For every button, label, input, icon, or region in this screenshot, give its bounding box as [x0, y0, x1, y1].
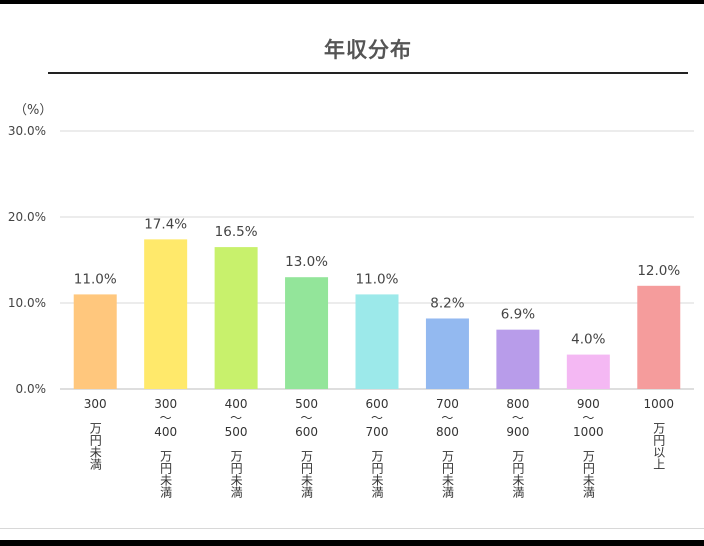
category-label: 万円未満: [88, 422, 102, 471]
y-tick-label: 10.0%: [8, 296, 46, 310]
category-label: 700: [366, 425, 389, 439]
category-label: 1000: [644, 397, 675, 411]
y-tick-label: 20.0%: [8, 210, 46, 224]
category-label: 300: [154, 397, 177, 411]
data-label: 4.0%: [571, 332, 605, 348]
chart-panel: 年収分布 （%）: [0, 4, 704, 540]
category-label: 900: [506, 425, 529, 439]
category-label: ～: [230, 411, 242, 425]
bar: [355, 294, 399, 389]
data-label: 11.0%: [356, 271, 399, 287]
category-label: 1000: [573, 425, 604, 439]
category-label: 万円未満: [440, 450, 454, 499]
category-label: 900: [577, 397, 600, 411]
category-label: 万円未満: [370, 450, 384, 499]
bar: [496, 329, 540, 389]
category-label: 800: [436, 425, 459, 439]
category-label: 万円未満: [229, 450, 243, 499]
bottom-divider: [0, 528, 704, 529]
data-label: 8.2%: [430, 295, 464, 311]
category-label: 600: [295, 425, 318, 439]
category-label: ～: [441, 411, 453, 425]
category-label: 700: [436, 397, 459, 411]
title-divider: [48, 72, 688, 74]
bar: [73, 294, 117, 389]
category-label: ～: [301, 411, 313, 425]
bar: [637, 285, 681, 389]
category-label: 500: [295, 397, 318, 411]
bar: [566, 354, 610, 389]
category-label: 800: [506, 397, 529, 411]
bar: [425, 318, 469, 389]
y-tick-label: 30.0%: [8, 124, 46, 138]
category-label: 600: [366, 397, 389, 411]
data-label: 11.0%: [74, 271, 117, 287]
data-label: 17.4%: [144, 216, 187, 232]
category-label: 400: [154, 425, 177, 439]
bar: [285, 277, 329, 389]
bar: [144, 239, 188, 389]
chart-title: 年収分布: [324, 38, 412, 62]
bar: [214, 247, 258, 389]
category-label: 万円未満: [581, 450, 595, 499]
category-label: 300: [84, 397, 107, 411]
y-tick-label: 0.0%: [16, 382, 47, 396]
data-label: 13.0%: [285, 254, 328, 270]
data-label: 12.0%: [637, 263, 680, 279]
category-label: 万円未満: [300, 450, 314, 499]
y-axis-unit-label: （%）: [14, 103, 53, 118]
category-label: ～: [512, 411, 524, 425]
category-label: 万円未満: [159, 450, 173, 499]
category-label: 万円未満: [511, 450, 525, 499]
category-label: ～: [160, 411, 172, 425]
category-label: ～: [582, 411, 594, 425]
data-label: 6.9%: [501, 307, 535, 323]
category-label: 万円以上: [652, 422, 666, 470]
category-label: 500: [225, 425, 248, 439]
data-label: 16.5%: [215, 224, 258, 240]
category-label: 400: [225, 397, 248, 411]
category-label: ～: [371, 411, 383, 425]
